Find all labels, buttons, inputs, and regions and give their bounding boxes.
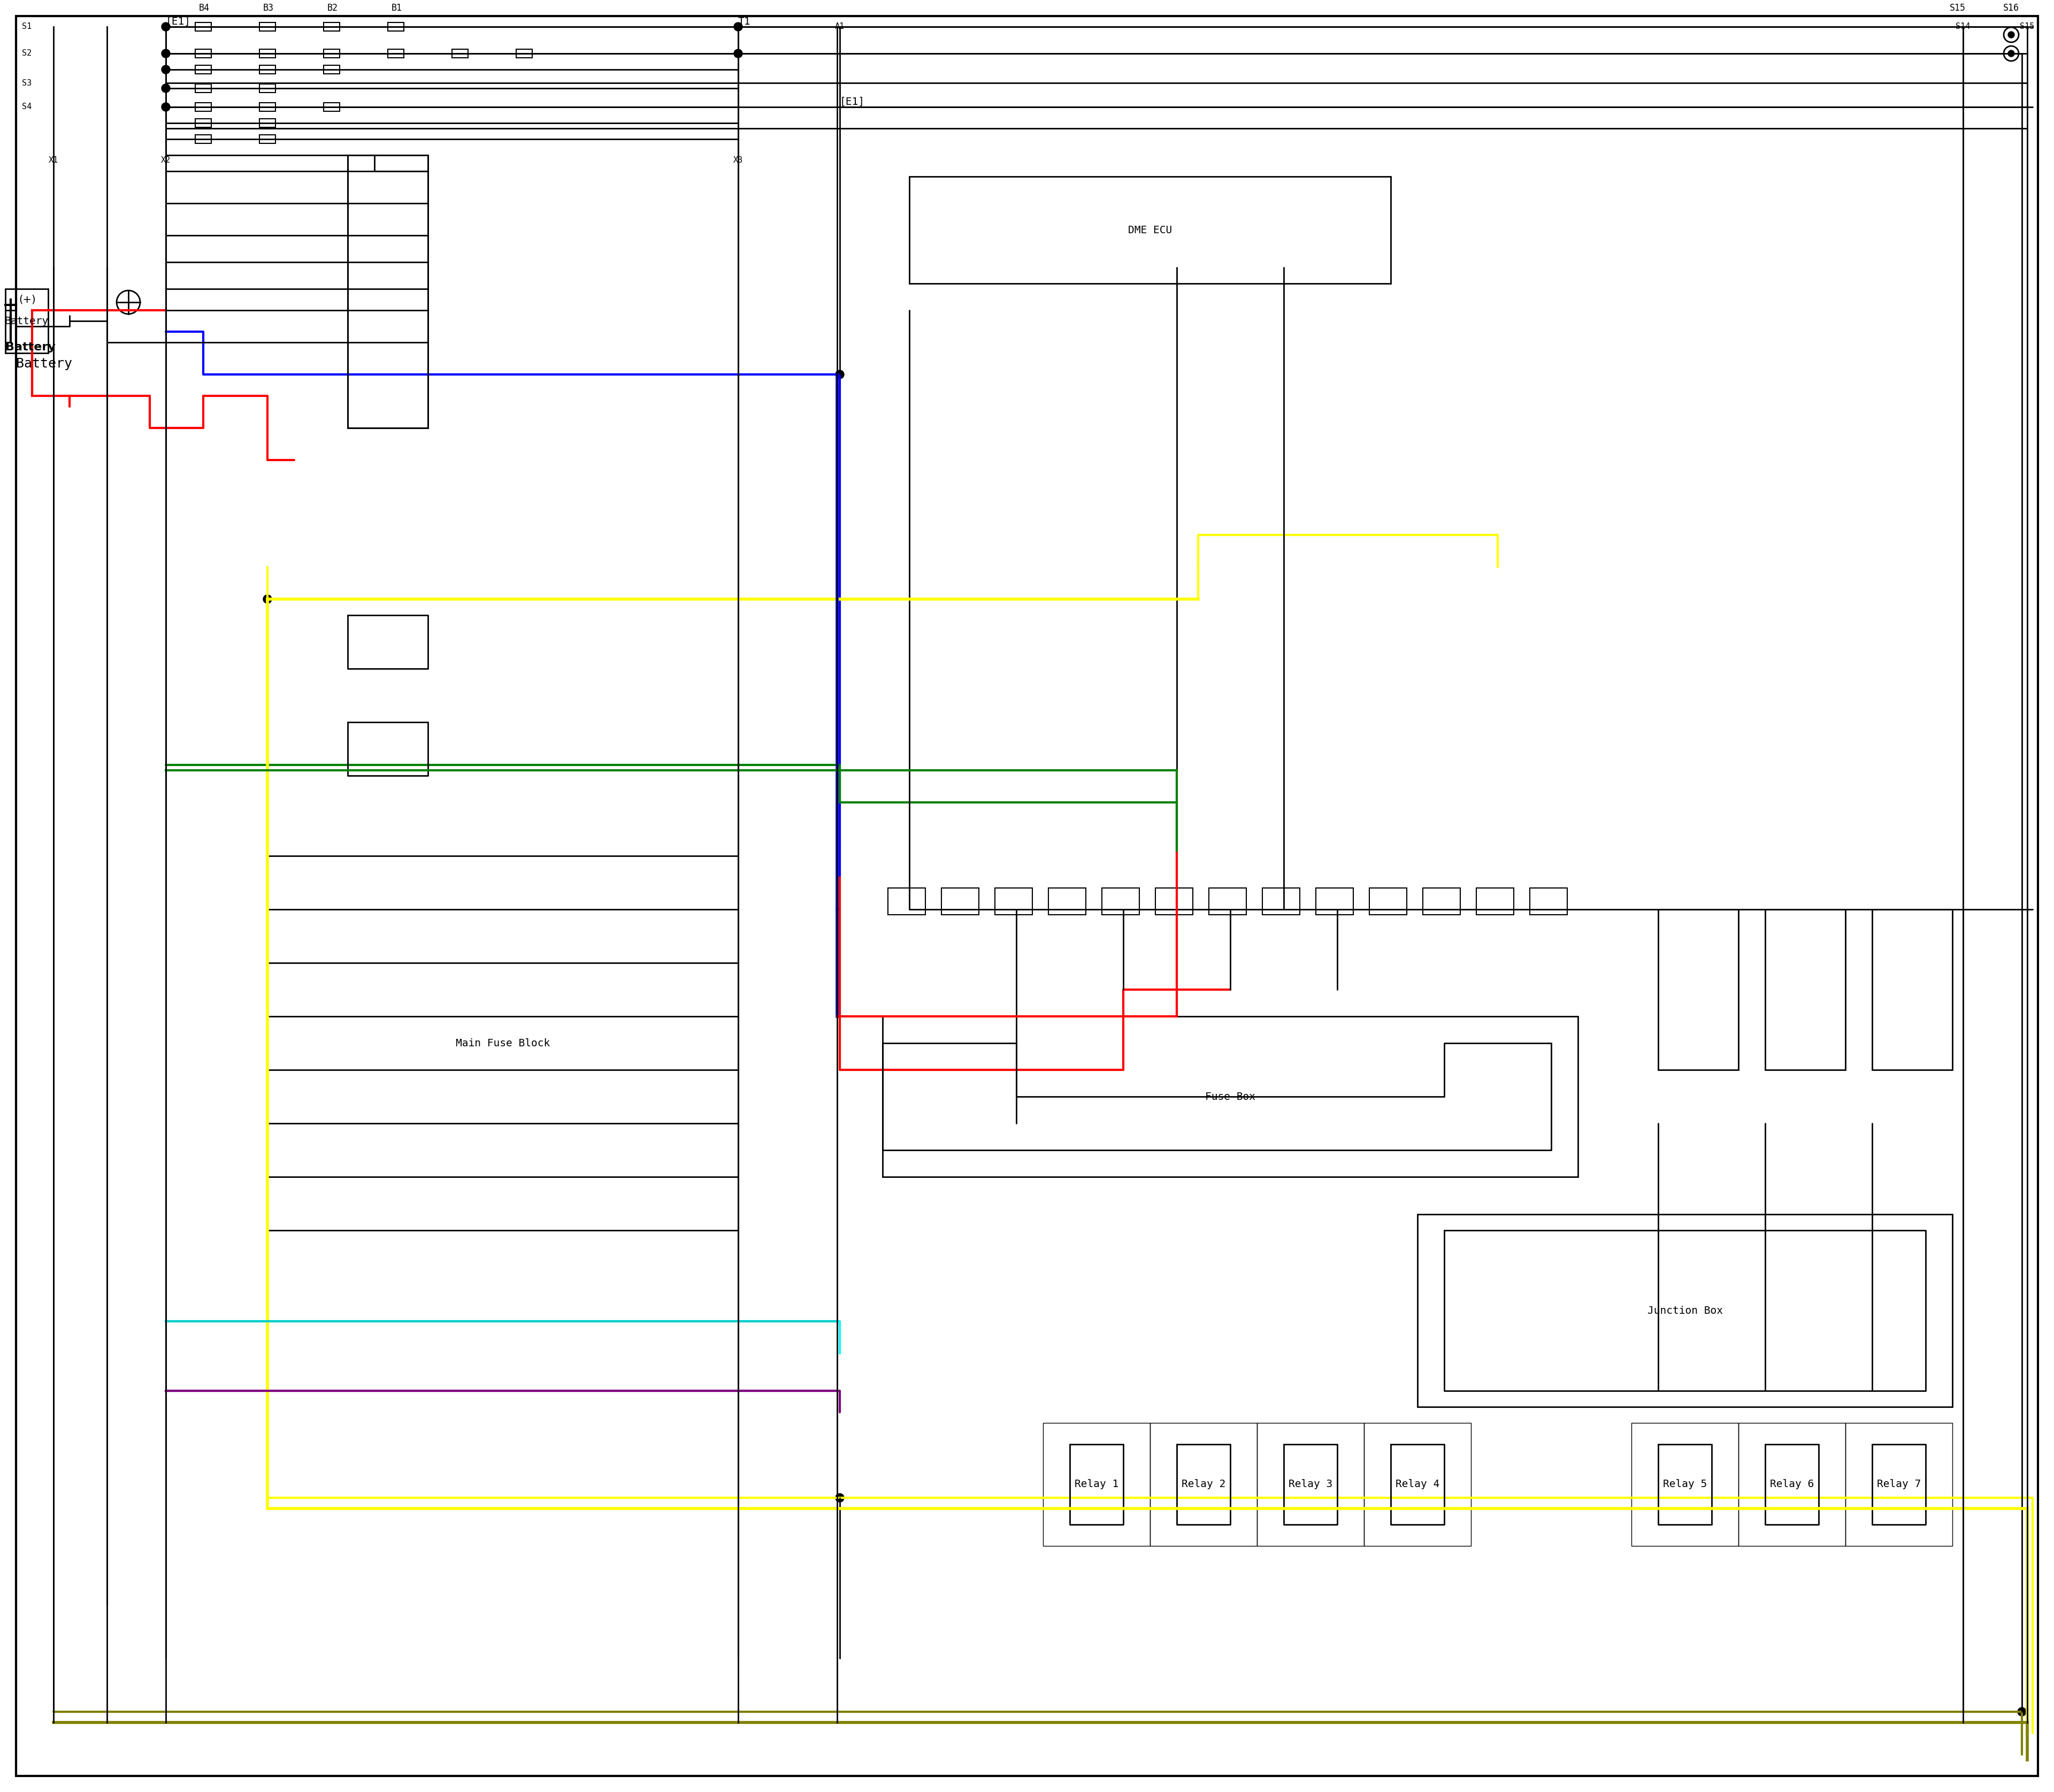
- Circle shape: [162, 102, 170, 111]
- Bar: [325, 23, 339, 30]
- Bar: [1263, 889, 1300, 914]
- Text: Fuse Box: Fuse Box: [1206, 1091, 1255, 1102]
- Bar: [259, 23, 275, 30]
- Text: Battery: Battery: [16, 357, 72, 371]
- Circle shape: [162, 23, 170, 30]
- Text: Main Fuse Block: Main Fuse Block: [456, 1038, 550, 1048]
- Text: S3: S3: [23, 79, 31, 88]
- Text: S14: S14: [1955, 23, 1970, 30]
- Bar: [195, 134, 212, 143]
- Text: X1: X1: [49, 156, 58, 165]
- Circle shape: [2017, 1708, 2025, 1717]
- Text: Relay 6: Relay 6: [1771, 1480, 1814, 1489]
- Bar: [347, 156, 427, 428]
- Circle shape: [2009, 50, 2015, 57]
- Bar: [325, 48, 339, 57]
- Bar: [1631, 1423, 1738, 1546]
- Bar: [6, 289, 47, 353]
- Bar: [1844, 1423, 1953, 1546]
- Text: Junction Box: Junction Box: [1647, 1306, 1723, 1315]
- Text: X2: X2: [160, 156, 170, 165]
- Bar: [1530, 889, 1567, 914]
- Circle shape: [733, 23, 741, 30]
- Bar: [1257, 1423, 1364, 1546]
- Circle shape: [162, 84, 170, 93]
- Bar: [195, 48, 212, 57]
- Bar: [1370, 889, 1407, 914]
- Bar: [1417, 1215, 1953, 1407]
- Circle shape: [2009, 32, 2015, 38]
- Bar: [1317, 889, 1354, 914]
- Bar: [1423, 889, 1460, 914]
- Bar: [259, 84, 275, 93]
- Text: Relay 7: Relay 7: [1877, 1480, 1920, 1489]
- Bar: [325, 65, 339, 73]
- Text: Relay 2: Relay 2: [1181, 1480, 1226, 1489]
- Bar: [267, 857, 737, 1231]
- Text: B3: B3: [263, 4, 273, 13]
- Bar: [887, 889, 926, 914]
- Bar: [1101, 889, 1140, 914]
- Bar: [1738, 1423, 1844, 1546]
- Bar: [1150, 1423, 1257, 1546]
- Bar: [259, 48, 275, 57]
- Text: DME ECU: DME ECU: [1128, 226, 1173, 235]
- Bar: [195, 102, 212, 111]
- Bar: [516, 48, 532, 57]
- Bar: [259, 134, 275, 143]
- Text: X3: X3: [733, 156, 744, 165]
- Bar: [883, 1016, 1577, 1177]
- Bar: [259, 118, 275, 127]
- Text: S2: S2: [23, 50, 31, 57]
- Text: T1: T1: [737, 16, 750, 27]
- Bar: [941, 889, 980, 914]
- Text: S4: S4: [23, 102, 31, 111]
- Bar: [994, 889, 1033, 914]
- Text: B2: B2: [327, 4, 339, 13]
- Circle shape: [836, 1493, 844, 1502]
- Text: B4: B4: [199, 4, 210, 13]
- Bar: [325, 102, 339, 111]
- Bar: [1048, 889, 1087, 914]
- Bar: [388, 48, 405, 57]
- Bar: [388, 23, 405, 30]
- Bar: [195, 84, 212, 93]
- Text: Relay 3: Relay 3: [1288, 1480, 1333, 1489]
- Text: (+): (+): [18, 294, 35, 305]
- Text: Relay 4: Relay 4: [1395, 1480, 1440, 1489]
- Bar: [452, 48, 468, 57]
- Circle shape: [263, 595, 271, 604]
- Bar: [1154, 889, 1193, 914]
- Text: A1: A1: [834, 23, 844, 30]
- Text: S15: S15: [2019, 23, 2036, 30]
- Bar: [1658, 909, 1738, 1070]
- Text: Relay 5: Relay 5: [1664, 1480, 1707, 1489]
- Text: [E1]: [E1]: [166, 16, 191, 27]
- Text: S16: S16: [2003, 4, 2019, 13]
- Bar: [1871, 909, 1953, 1070]
- Text: [E1]: [E1]: [840, 97, 865, 108]
- Bar: [259, 65, 275, 73]
- Bar: [1043, 1423, 1150, 1546]
- Bar: [195, 118, 212, 127]
- Bar: [1210, 889, 1247, 914]
- Circle shape: [162, 48, 170, 57]
- Text: Battery: Battery: [6, 342, 55, 353]
- Bar: [1477, 889, 1514, 914]
- Text: S15: S15: [1949, 4, 1966, 13]
- Text: Battery: Battery: [4, 315, 49, 326]
- Text: S1: S1: [23, 23, 31, 30]
- Circle shape: [733, 48, 741, 57]
- Bar: [195, 65, 212, 73]
- Bar: [910, 177, 1391, 283]
- Text: B1: B1: [392, 4, 403, 13]
- Bar: [1364, 1423, 1471, 1546]
- Bar: [195, 23, 212, 30]
- Circle shape: [162, 65, 170, 73]
- Bar: [1764, 909, 1844, 1070]
- Circle shape: [836, 371, 844, 378]
- Bar: [259, 102, 275, 111]
- Text: Relay 1: Relay 1: [1074, 1480, 1119, 1489]
